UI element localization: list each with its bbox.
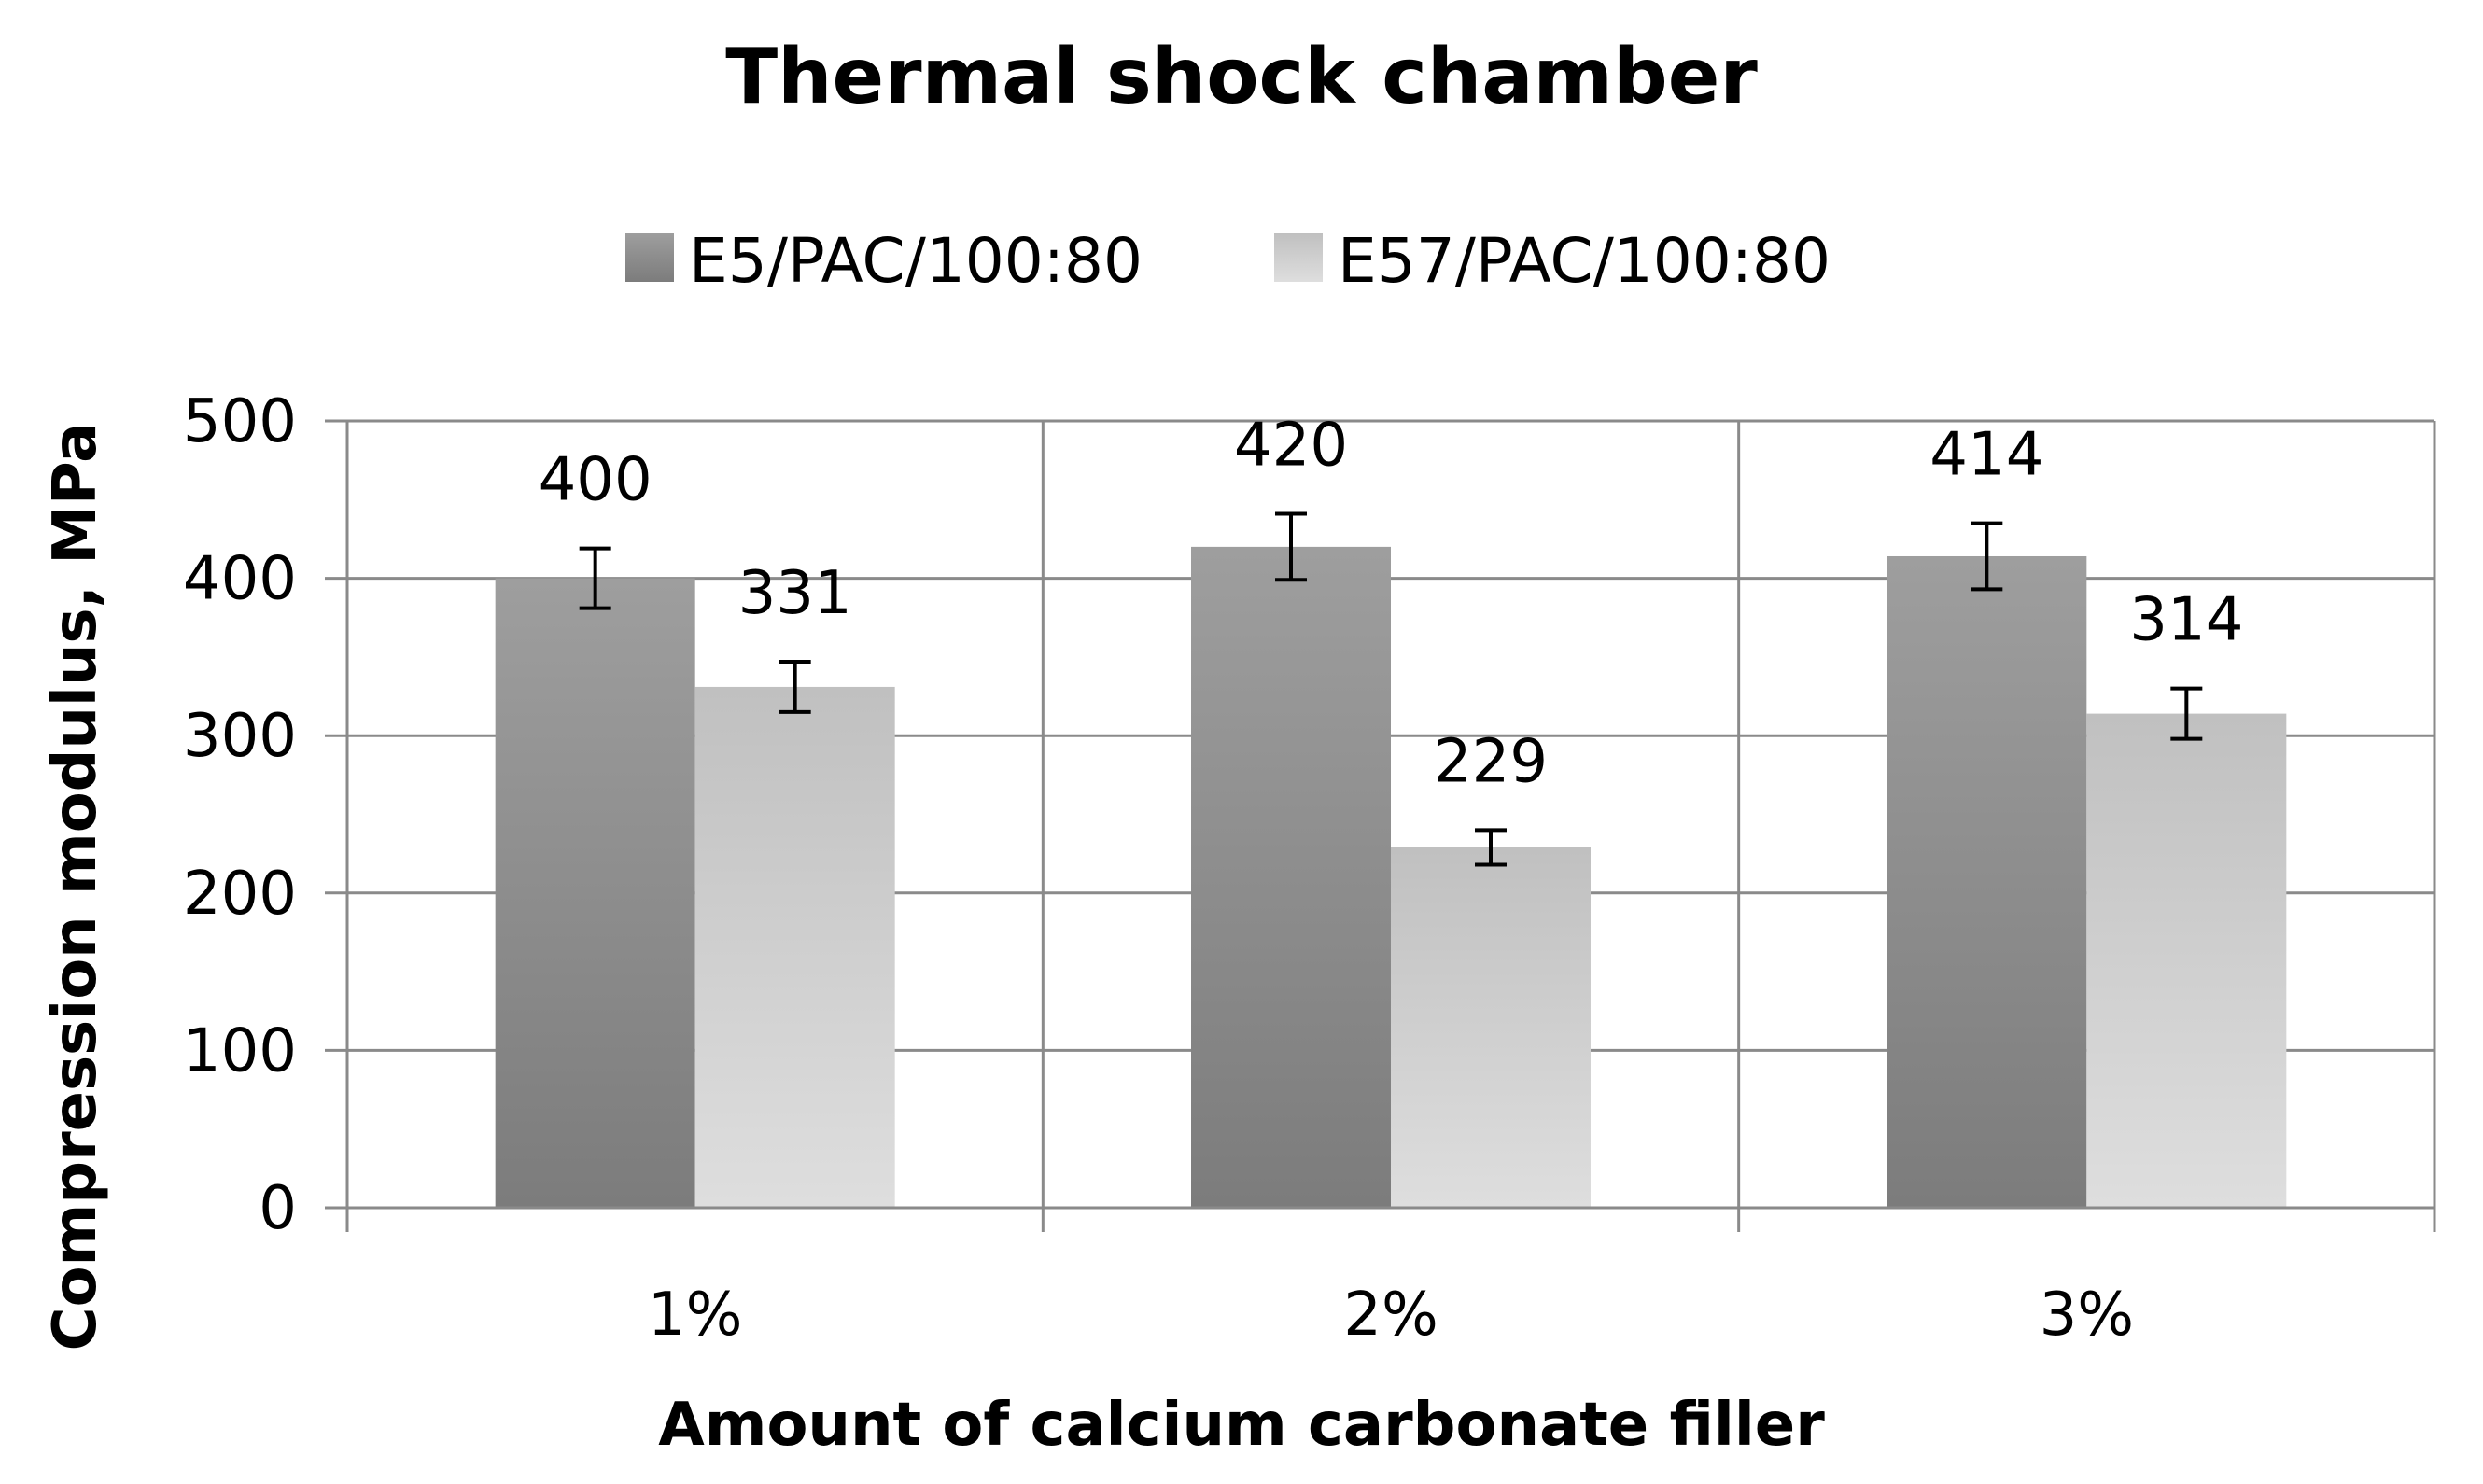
chart-title: Thermal shock chamber xyxy=(725,33,1758,121)
x-tick-label-0: 1% xyxy=(648,1281,743,1350)
data-label-s1-c0: 331 xyxy=(738,559,852,628)
y-tick-label-0: 0 xyxy=(259,1174,297,1243)
y-tick-label-2: 200 xyxy=(183,860,297,929)
bar-s1-c2 xyxy=(2086,713,2287,1208)
legend-label-e57: E57/PAC/100:80 xyxy=(1338,225,1831,297)
bar-s0-c2 xyxy=(1887,555,2087,1208)
data-label-s0-c2: 414 xyxy=(1929,421,2043,490)
legend: E5/PAC/100:80 E57/PAC/100:80 xyxy=(625,225,1831,297)
legend-swatch-e5 xyxy=(625,233,674,282)
x-tick-labels: 1% 2% 3% xyxy=(648,1281,2134,1350)
x-axis-title: Amount of calcium carbonate filler xyxy=(658,1391,1825,1460)
y-tick-label-5: 500 xyxy=(183,387,297,456)
legend-swatch-e57 xyxy=(1274,233,1323,282)
y-axis-title: Compression modulus, MPa xyxy=(41,423,110,1351)
axes xyxy=(325,419,2436,1232)
data-labels: 400 331 420 229 414 314 xyxy=(539,411,2244,796)
x-tick-label-2: 3% xyxy=(2040,1281,2135,1350)
y-tick-label-3: 300 xyxy=(183,702,297,771)
bar-s1-c0 xyxy=(694,686,895,1208)
x-tick-label-1: 2% xyxy=(1343,1281,1438,1350)
data-label-s1-c1: 229 xyxy=(1434,727,1548,796)
bar-s1-c1 xyxy=(1391,847,1591,1208)
y-tick-label-1: 100 xyxy=(183,1016,297,1085)
y-tick-labels: 0 100 200 300 400 500 xyxy=(183,387,297,1243)
bars xyxy=(495,546,2287,1208)
data-label-s0-c0: 400 xyxy=(539,446,652,515)
data-label-s1-c2: 314 xyxy=(2129,586,2243,655)
legend-label-e5: E5/PAC/100:80 xyxy=(689,225,1143,297)
bar-s0-c1 xyxy=(1191,546,1391,1208)
error-bars xyxy=(579,511,2203,867)
bar-s0-c0 xyxy=(495,578,695,1208)
y-tick-label-4: 400 xyxy=(183,545,297,614)
data-label-s0-c1: 420 xyxy=(1234,411,1348,480)
